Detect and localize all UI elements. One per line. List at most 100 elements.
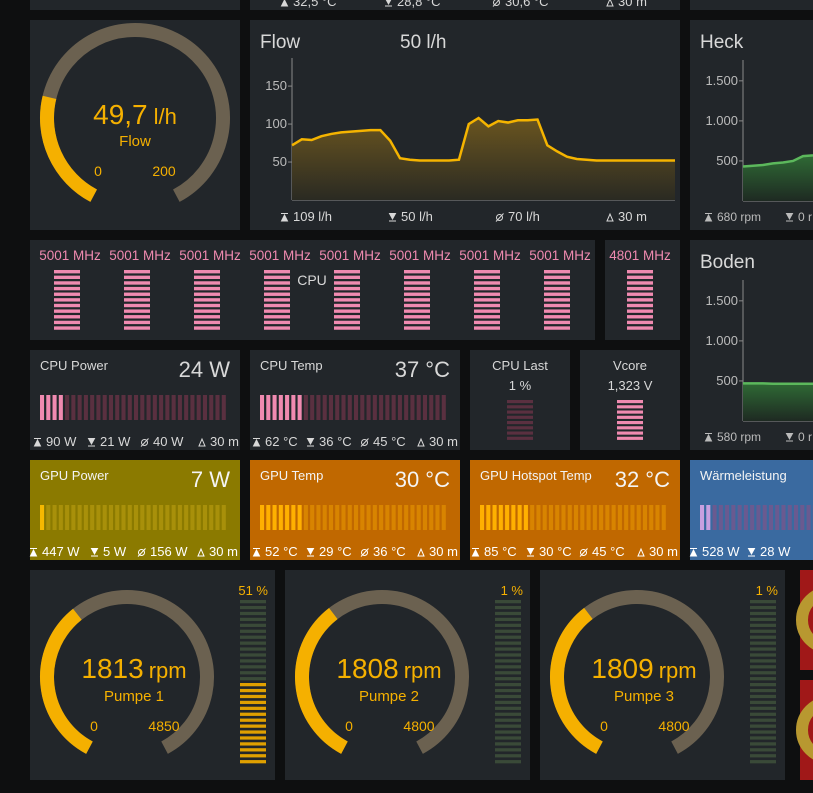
- meter-segment: [264, 326, 290, 330]
- stat-value: 85 °C: [484, 544, 517, 559]
- meter-segment: [264, 281, 290, 285]
- meter-segment: [627, 270, 653, 274]
- sensor-value: 30 °C: [395, 467, 450, 492]
- meter-segment: [495, 623, 521, 627]
- meter-segment: [146, 505, 151, 530]
- stat-icon: [417, 547, 425, 557]
- icon-part: [361, 549, 368, 556]
- meter-segment: [77, 395, 82, 420]
- meter-segment: [474, 270, 500, 274]
- meter-segment: [90, 505, 95, 530]
- stat-value: 29 °C: [319, 544, 352, 559]
- meter-segment: [404, 303, 430, 308]
- meter-segment: [617, 431, 643, 435]
- stat-value: 30 m: [210, 434, 239, 449]
- meter-segment: [240, 718, 266, 722]
- gauge-max: 4850: [148, 718, 179, 734]
- sensor-title: GPU Temp: [260, 468, 323, 483]
- meter-segment: [240, 736, 266, 740]
- stat-icon: [252, 438, 261, 447]
- meter-segment: [341, 395, 346, 420]
- meter-segment: [264, 315, 290, 319]
- meter-segment: [750, 706, 776, 710]
- stat-value: 156 W: [150, 544, 188, 559]
- meter-segment: [360, 395, 365, 420]
- meter-segment: [240, 635, 266, 639]
- meter-segment: [334, 326, 360, 330]
- icon-part: [141, 439, 148, 446]
- sensor-title: CPU Last: [492, 358, 548, 373]
- icon-part: [493, 0, 500, 6]
- meter-segment: [441, 505, 446, 530]
- meter-segment: [495, 688, 521, 693]
- stat-icon: [579, 548, 588, 557]
- stat-value: 109 l/h: [293, 209, 332, 224]
- meter-segment: [495, 641, 521, 645]
- meter-segment: [617, 400, 643, 404]
- meter-segment: [240, 706, 266, 710]
- icon-part: [526, 548, 535, 556]
- meter-segment: [474, 275, 500, 280]
- meter-segment: [474, 298, 500, 302]
- stat-value: 30 m: [618, 209, 647, 224]
- meter-segment: [404, 320, 430, 325]
- sensor-value: 24 W: [179, 357, 231, 382]
- meter-segment: [240, 730, 266, 734]
- meter-segment: [124, 298, 150, 302]
- icon-part: [785, 213, 794, 221]
- meter-segment: [372, 395, 377, 420]
- stat-icon: [360, 548, 369, 557]
- meter-segment: [65, 505, 70, 530]
- meter-segment: [435, 395, 440, 420]
- meter-segment: [335, 505, 340, 530]
- stat-value: 30 °C: [539, 544, 572, 559]
- meter-segment: [544, 275, 570, 280]
- stat-value: 28,8 °C: [397, 0, 441, 9]
- stat-icon: [417, 437, 425, 447]
- meter-segment: [530, 505, 535, 530]
- meter-segment: [624, 505, 629, 530]
- meter-segment: [347, 505, 352, 530]
- icon-part: [280, 213, 289, 222]
- meter-segment: [555, 505, 560, 530]
- meter-segment: [743, 505, 748, 530]
- meter-segment: [264, 286, 290, 291]
- meter-segment: [750, 659, 776, 663]
- meter-segment: [505, 505, 510, 530]
- meter-segment: [264, 309, 290, 313]
- meter-segment: [580, 505, 585, 530]
- icon-part: [495, 213, 504, 222]
- core-clock: 5001 MHz: [319, 248, 381, 263]
- meter-segment: [627, 326, 653, 330]
- stat-value: 580 rpm: [717, 430, 761, 444]
- meter-segment: [124, 270, 150, 274]
- stat-value: 70 l/h: [508, 209, 540, 224]
- meter-segment: [523, 505, 528, 530]
- stat-value: 28 W: [760, 544, 791, 559]
- meter-segment: [260, 505, 265, 530]
- meter-segment: [416, 395, 421, 420]
- meter-segment: [617, 436, 643, 440]
- meter-segment: [272, 505, 277, 530]
- meter-segment: [474, 326, 500, 330]
- meter-segment: [46, 505, 51, 530]
- meter-segment: [316, 395, 321, 420]
- stat-icon: [306, 438, 315, 447]
- gauge-unit: rpm: [404, 658, 442, 683]
- meter-segment: [630, 505, 635, 530]
- meter-segment: [240, 617, 266, 622]
- meter-segment: [794, 505, 799, 530]
- pump-percent: 1 %: [501, 583, 524, 598]
- meter-segment: [77, 505, 82, 530]
- meter-segment: [140, 395, 145, 420]
- meter-segment: [617, 421, 643, 425]
- meter-segment: [617, 426, 643, 430]
- meter-segment: [108, 395, 114, 420]
- meter-segment: [134, 395, 139, 420]
- y-tick-label: 150: [265, 78, 287, 93]
- meter-segment: [725, 505, 730, 530]
- meter-segment: [291, 505, 296, 530]
- icon-part: [704, 213, 713, 222]
- meter-segment: [474, 286, 500, 291]
- icon-part: [496, 214, 503, 221]
